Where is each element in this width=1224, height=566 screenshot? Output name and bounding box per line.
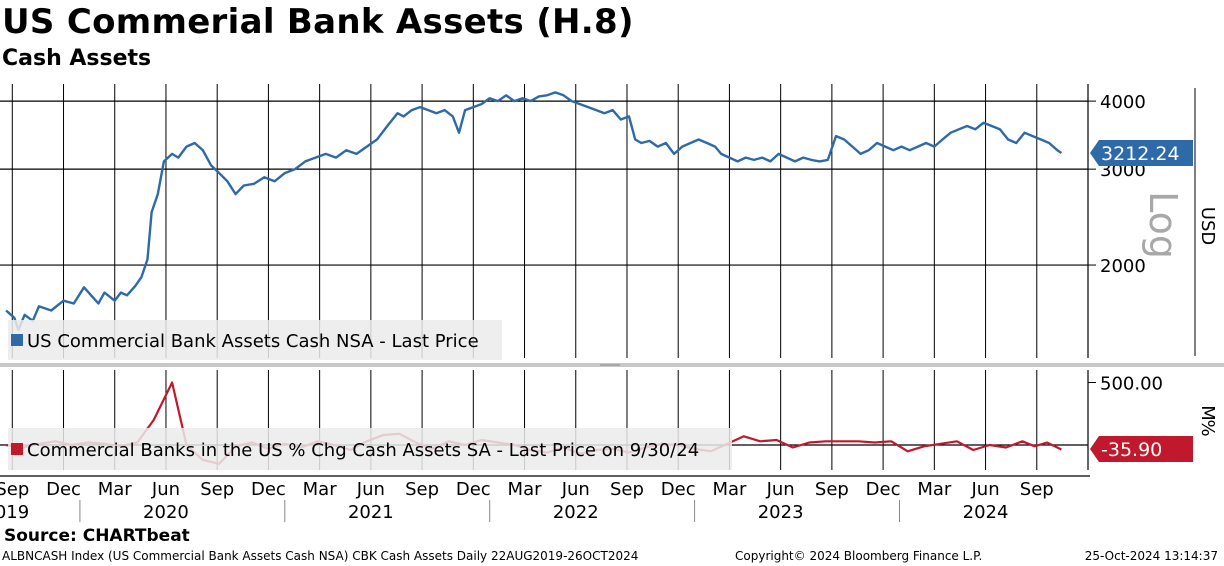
x-tick-label-month: Jun (766, 479, 795, 500)
y-axis-label: % (1197, 419, 1218, 436)
x-tick-label-month: Dec (46, 479, 81, 500)
x-tick-label-month: Sep (815, 479, 849, 500)
x-tick-label-month: Sep (200, 479, 234, 500)
y-tick-label: 500.00 (1100, 374, 1163, 395)
timestamp: 25-Oct-2024 13:14:37 (1084, 549, 1218, 563)
chart-subtitle: Cash Assets (2, 46, 152, 71)
x-tick-label-month: Sep (1020, 479, 1054, 500)
x-tick-label-month: Dec (866, 479, 901, 500)
x-tick-label-month: Sep (0, 479, 29, 500)
x-tick-label-month: Jun (970, 479, 999, 500)
x-tick-label-month: Mar (508, 479, 543, 500)
last-value-flag-top: 3212.24 (1101, 143, 1180, 165)
x-tick-label-month: Dec (251, 479, 286, 500)
x-tick-label-month: Sep (610, 479, 644, 500)
x-tick-label-month: Dec (661, 479, 696, 500)
copyright: Copyright© 2024 Bloomberg Finance L.P. (735, 549, 983, 563)
legend-bottom-label: Commercial Banks in the US % Chg Cash As… (27, 440, 699, 461)
y-tick-label: 4000 (1100, 92, 1146, 113)
y-axis-label: USD (1197, 207, 1218, 245)
source-label: Source: CHARTbeat (4, 526, 190, 546)
x-tick-label-month: Mar (303, 479, 338, 500)
x-tick-label-year: 2021 (348, 502, 394, 523)
chart-title: US Commerial Bank Assets (H.8) (2, 2, 634, 42)
series-line-cash-nsa (5, 91, 1063, 332)
last-value-flag-bottom: -35.90 (1101, 439, 1162, 461)
last-value-flag-top-bg (1090, 140, 1193, 166)
x-tick-label-month: Jun (151, 479, 180, 500)
x-tick-label-month: Mar (712, 479, 747, 500)
x-tick-label-month: Jun (356, 479, 385, 500)
x-tick-label-year: 2020 (143, 502, 189, 523)
x-tick-label-month: Jun (561, 479, 590, 500)
x-tick-label-month: Sep (405, 479, 439, 500)
x-tick-label-month: Mar (917, 479, 952, 500)
x-tick-label-year: 2019 (0, 502, 29, 523)
x-tick-label-year: 2022 (553, 502, 599, 523)
x-tick-label-month: Dec (456, 479, 491, 500)
legend-bottom-box (8, 428, 732, 470)
log-scale-label: Log (1141, 191, 1185, 259)
legend-top-swatch (11, 334, 23, 346)
legend-top-label: US Commercial Bank Assets Cash NSA - Las… (27, 331, 479, 352)
last-value-flag-bottom-bg (1090, 436, 1193, 462)
x-tick-label-month: Mar (98, 479, 133, 500)
y-tick-label: 2000 (1100, 256, 1146, 277)
x-tick-label-year: 2023 (758, 502, 804, 523)
y-axis-label-prefix: M (1197, 405, 1218, 421)
legend-bottom-swatch (11, 443, 23, 455)
x-tick-label-year: 2024 (963, 502, 1009, 523)
index-info: ALBNCASH Index (US Commercial Bank Asset… (2, 549, 639, 563)
legend-top-box (8, 320, 502, 360)
